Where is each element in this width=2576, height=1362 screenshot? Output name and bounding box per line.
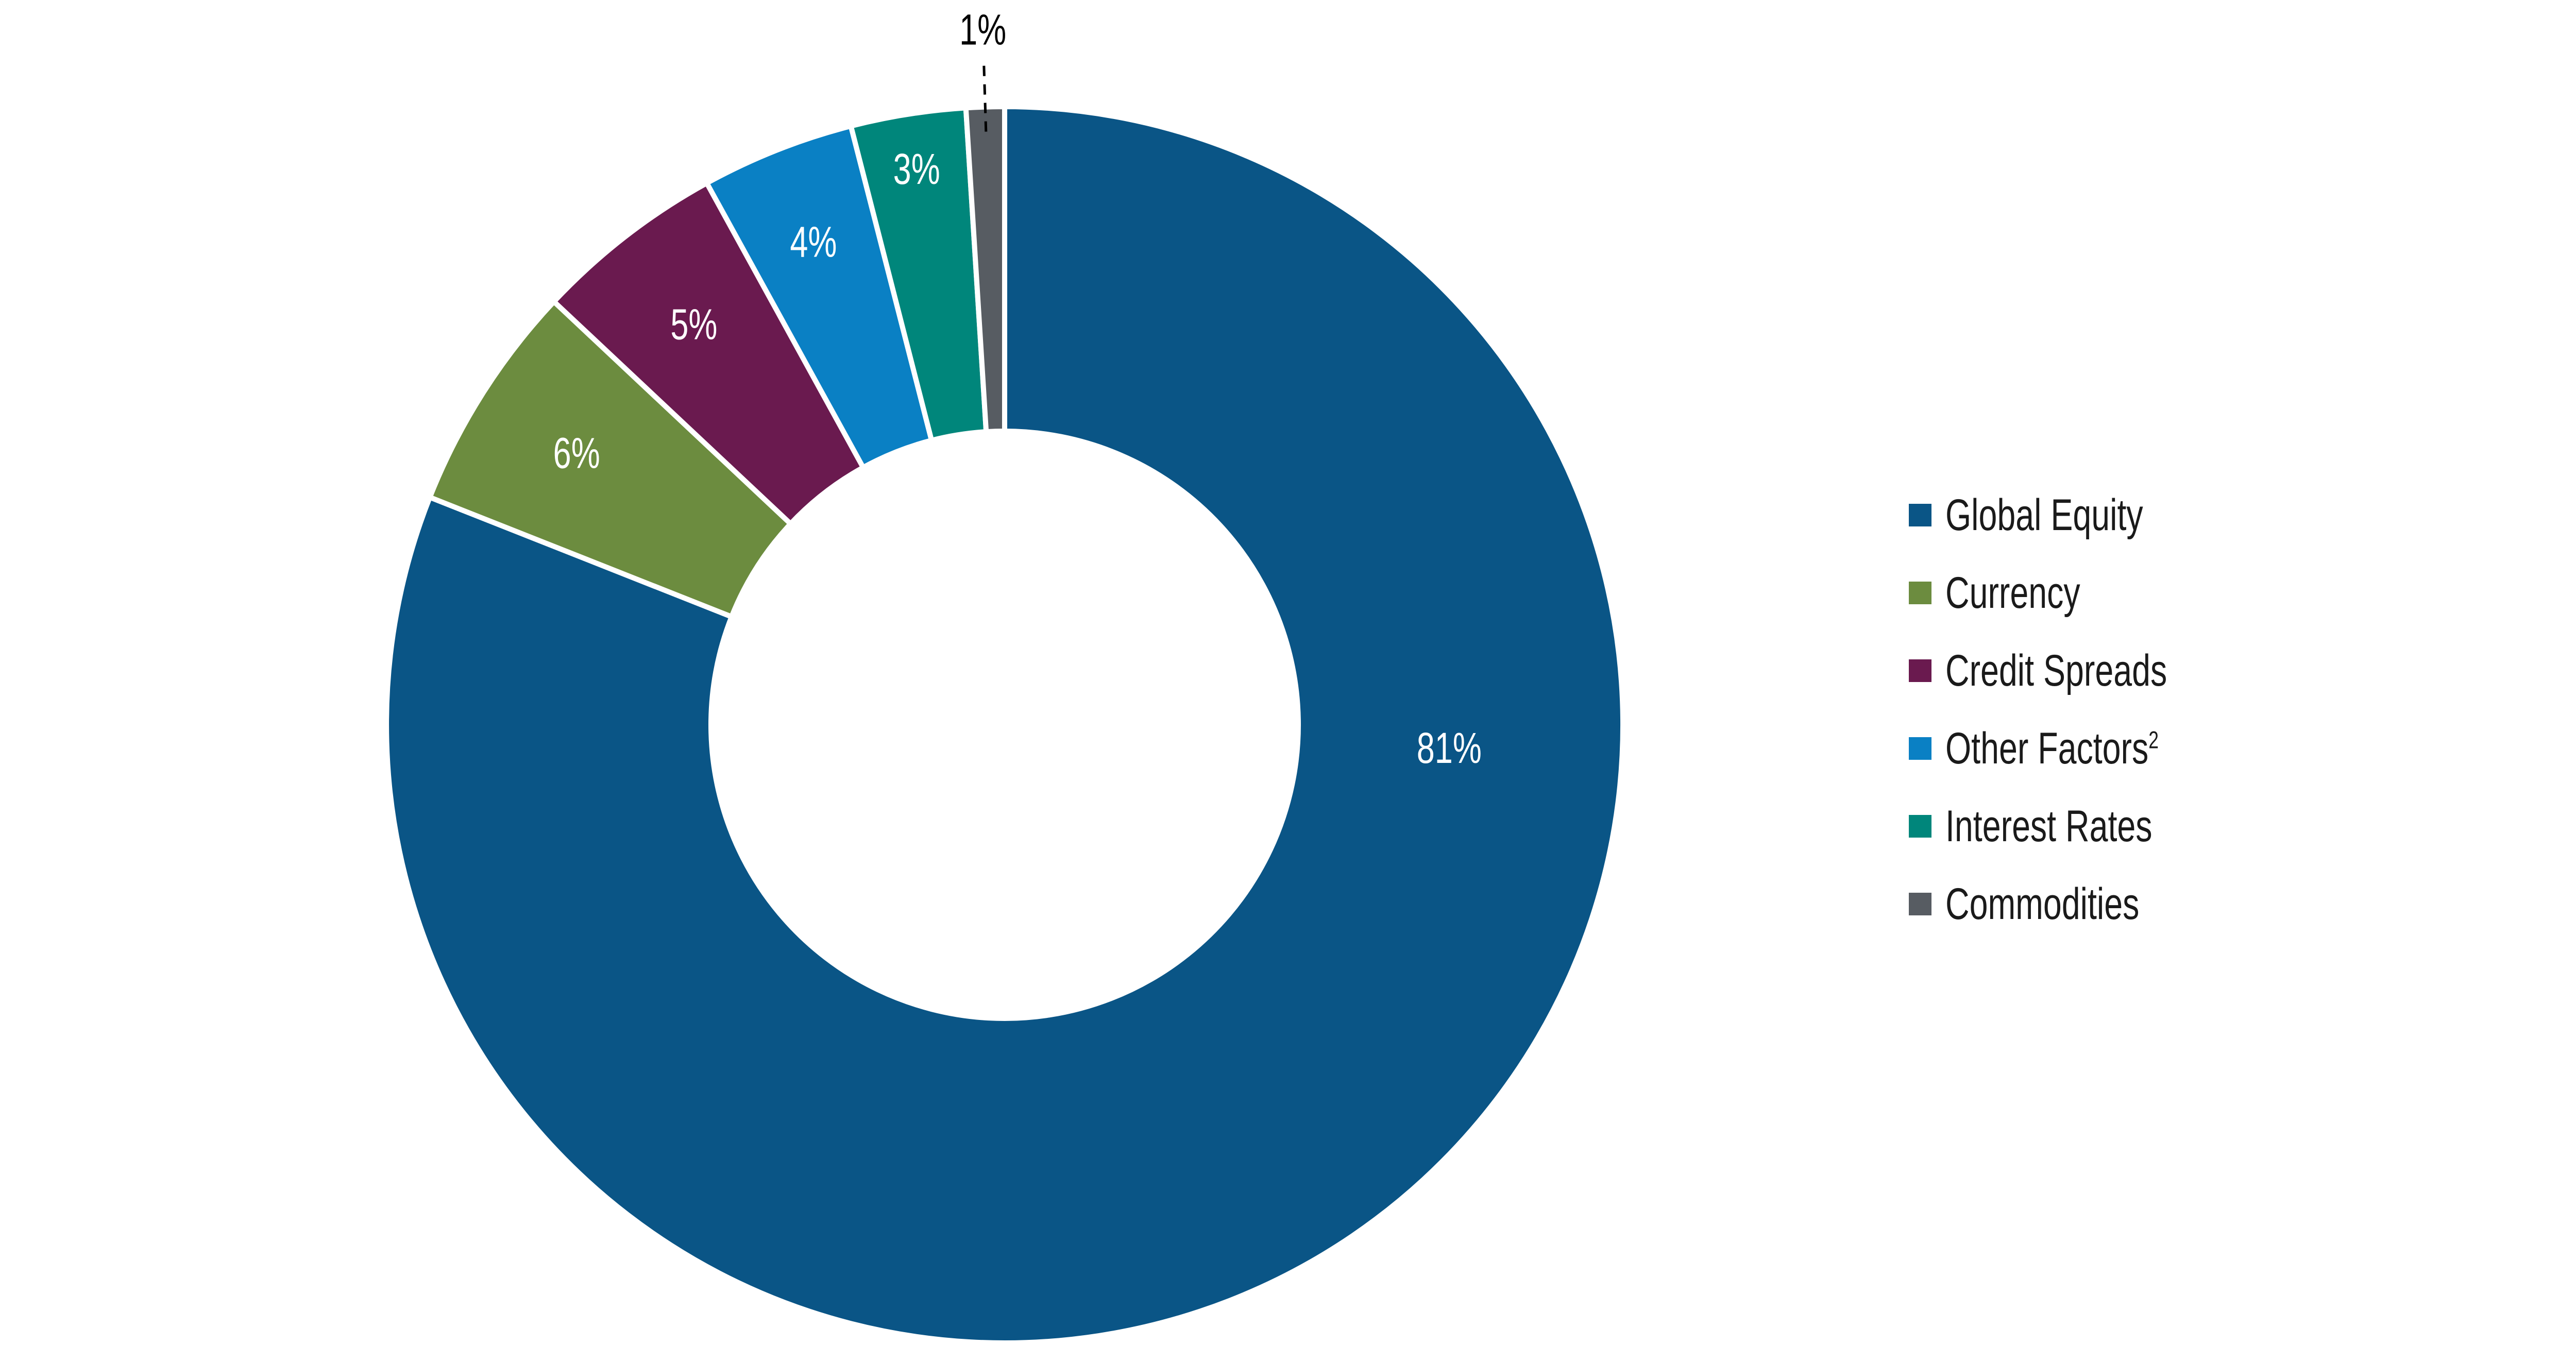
legend-item-credit-spreads: Credit Spreads: [1909, 649, 2241, 693]
pie-slice-credit-spreads: [550, 179, 867, 527]
pie-slice-commodities: [963, 104, 1007, 435]
legend-label-other-factors: Other Factors2: [1945, 726, 2159, 771]
legend-swatch-interest-rates: [1909, 815, 1931, 838]
legend-label-superscript: 2: [2148, 726, 2159, 754]
slice-value-label-credit-spreads: 5%: [670, 300, 717, 349]
legend-item-currency: Currency: [1909, 571, 2241, 615]
legend-label-credit-spreads: Credit Spreads: [1945, 649, 2167, 693]
callout-leader-line-commodities: [982, 63, 988, 132]
pie-slice-global-equity: [384, 104, 1626, 1346]
slice-value-label-other-factors: 4%: [790, 218, 837, 266]
legend-swatch-currency: [1909, 582, 1931, 604]
legend-item-commodities: Commodities: [1909, 882, 2241, 926]
legend-swatch-other-factors: [1909, 737, 1931, 760]
legend-swatch-commodities: [1909, 893, 1931, 915]
legend-label-text: Currency: [1945, 568, 2080, 618]
legend-swatch-credit-spreads: [1909, 659, 1931, 682]
legend-item-other-factors: Other Factors2: [1909, 726, 2241, 771]
legend-label-interest-rates: Interest Rates: [1945, 804, 2153, 848]
slice-value-label-interest-rates: 3%: [893, 145, 940, 193]
legend-item-interest-rates: Interest Rates: [1909, 804, 2241, 848]
legend-label-text: Other Factors: [1945, 724, 2149, 773]
legend-label-text: Credit Spreads: [1945, 646, 2167, 695]
legend: Global Equity Currency Credit Spreads Other…: [1909, 493, 2241, 966]
slice-value-label-currency: 6%: [553, 429, 600, 478]
slice-value-label-global-equity: 81%: [1417, 724, 1482, 772]
legend-label-text: Global Equity: [1945, 490, 2143, 540]
legend-swatch-global-equity: [1909, 504, 1931, 526]
legend-label-text: Interest Rates: [1945, 802, 2153, 851]
legend-label-commodities: Commodities: [1945, 882, 2139, 926]
legend-label-currency: Currency: [1945, 571, 2080, 615]
pie-slice-currency: [426, 298, 794, 620]
slice-value-label-commodities: 1%: [959, 6, 1006, 54]
legend-label-text: Commodities: [1945, 879, 2140, 929]
legend-item-global-equity: Global Equity: [1909, 493, 2241, 537]
legend-label-global-equity: Global Equity: [1945, 493, 2143, 537]
